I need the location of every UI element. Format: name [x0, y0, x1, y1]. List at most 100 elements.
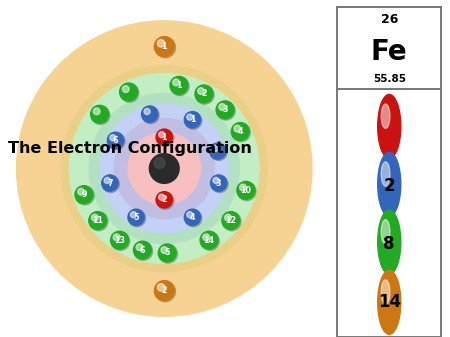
Text: 4: 4: [238, 127, 243, 136]
FancyBboxPatch shape: [337, 89, 441, 337]
Circle shape: [378, 210, 401, 274]
Text: 2: 2: [201, 89, 207, 98]
Circle shape: [142, 106, 158, 122]
Circle shape: [155, 37, 176, 58]
Text: 2: 2: [162, 195, 167, 204]
Circle shape: [219, 103, 225, 110]
Circle shape: [211, 175, 227, 191]
Circle shape: [134, 242, 153, 261]
Circle shape: [142, 106, 159, 124]
Circle shape: [157, 130, 174, 147]
Circle shape: [222, 212, 240, 229]
Circle shape: [212, 145, 218, 152]
Circle shape: [222, 212, 241, 231]
Circle shape: [195, 85, 213, 103]
Circle shape: [158, 131, 165, 138]
Circle shape: [184, 112, 201, 128]
Circle shape: [378, 94, 401, 158]
Circle shape: [89, 212, 108, 231]
Circle shape: [158, 39, 165, 47]
Circle shape: [149, 154, 179, 183]
Circle shape: [173, 79, 180, 86]
Text: 3: 3: [216, 179, 221, 188]
Circle shape: [154, 281, 174, 300]
Text: 7: 7: [107, 179, 112, 188]
Circle shape: [187, 212, 193, 218]
Text: 5: 5: [164, 248, 170, 257]
Circle shape: [120, 84, 139, 102]
Circle shape: [155, 281, 176, 302]
Circle shape: [156, 129, 172, 145]
Text: Fe: Fe: [371, 38, 408, 66]
Circle shape: [158, 194, 165, 200]
Circle shape: [239, 184, 247, 191]
Circle shape: [378, 270, 401, 334]
Circle shape: [216, 101, 234, 119]
Circle shape: [154, 158, 165, 168]
Text: 4: 4: [189, 213, 195, 222]
Circle shape: [195, 86, 214, 104]
Circle shape: [111, 232, 130, 250]
Circle shape: [203, 234, 210, 241]
Circle shape: [75, 186, 93, 204]
Text: 5: 5: [133, 213, 139, 222]
Circle shape: [136, 244, 143, 251]
Circle shape: [90, 105, 108, 123]
Circle shape: [130, 212, 137, 218]
Circle shape: [102, 176, 119, 192]
Circle shape: [120, 83, 137, 101]
Circle shape: [108, 133, 125, 150]
Circle shape: [201, 232, 219, 250]
Circle shape: [158, 284, 165, 291]
Circle shape: [231, 123, 249, 141]
Circle shape: [108, 132, 124, 149]
Text: 26: 26: [381, 13, 398, 27]
Text: 3: 3: [222, 105, 228, 114]
Circle shape: [237, 181, 255, 199]
Circle shape: [198, 88, 204, 94]
Text: 2: 2: [383, 177, 395, 195]
Circle shape: [185, 112, 202, 129]
Text: 2: 2: [162, 286, 167, 295]
Circle shape: [78, 188, 85, 195]
Circle shape: [381, 104, 390, 128]
Text: 13: 13: [114, 236, 125, 245]
Circle shape: [158, 244, 176, 262]
Circle shape: [211, 176, 228, 192]
Circle shape: [128, 209, 144, 225]
Circle shape: [185, 210, 202, 227]
Text: 14: 14: [378, 293, 401, 311]
Circle shape: [381, 220, 390, 244]
Circle shape: [91, 214, 98, 221]
Circle shape: [161, 247, 168, 253]
Circle shape: [184, 209, 201, 225]
Circle shape: [381, 162, 390, 186]
Circle shape: [156, 192, 172, 208]
Text: 6: 6: [140, 246, 145, 254]
Circle shape: [234, 125, 241, 132]
Circle shape: [157, 192, 174, 209]
Circle shape: [110, 135, 116, 141]
Circle shape: [129, 210, 145, 227]
Text: 6: 6: [113, 136, 118, 145]
Circle shape: [210, 144, 227, 160]
Circle shape: [113, 234, 120, 241]
Text: 11: 11: [92, 216, 103, 225]
Circle shape: [378, 152, 401, 216]
Circle shape: [225, 214, 231, 221]
Circle shape: [89, 212, 107, 229]
Text: 1: 1: [162, 42, 167, 51]
Circle shape: [159, 245, 177, 263]
Circle shape: [111, 231, 128, 249]
Circle shape: [213, 177, 219, 184]
Text: The Electron Configuration: The Electron Configuration: [8, 141, 252, 156]
Circle shape: [93, 108, 100, 115]
Circle shape: [216, 101, 235, 120]
FancyBboxPatch shape: [337, 7, 441, 93]
Text: 9: 9: [81, 190, 87, 199]
Text: 12: 12: [225, 216, 236, 225]
Circle shape: [238, 182, 256, 201]
Circle shape: [102, 175, 118, 191]
Text: 1: 1: [176, 81, 182, 90]
Circle shape: [154, 37, 174, 56]
